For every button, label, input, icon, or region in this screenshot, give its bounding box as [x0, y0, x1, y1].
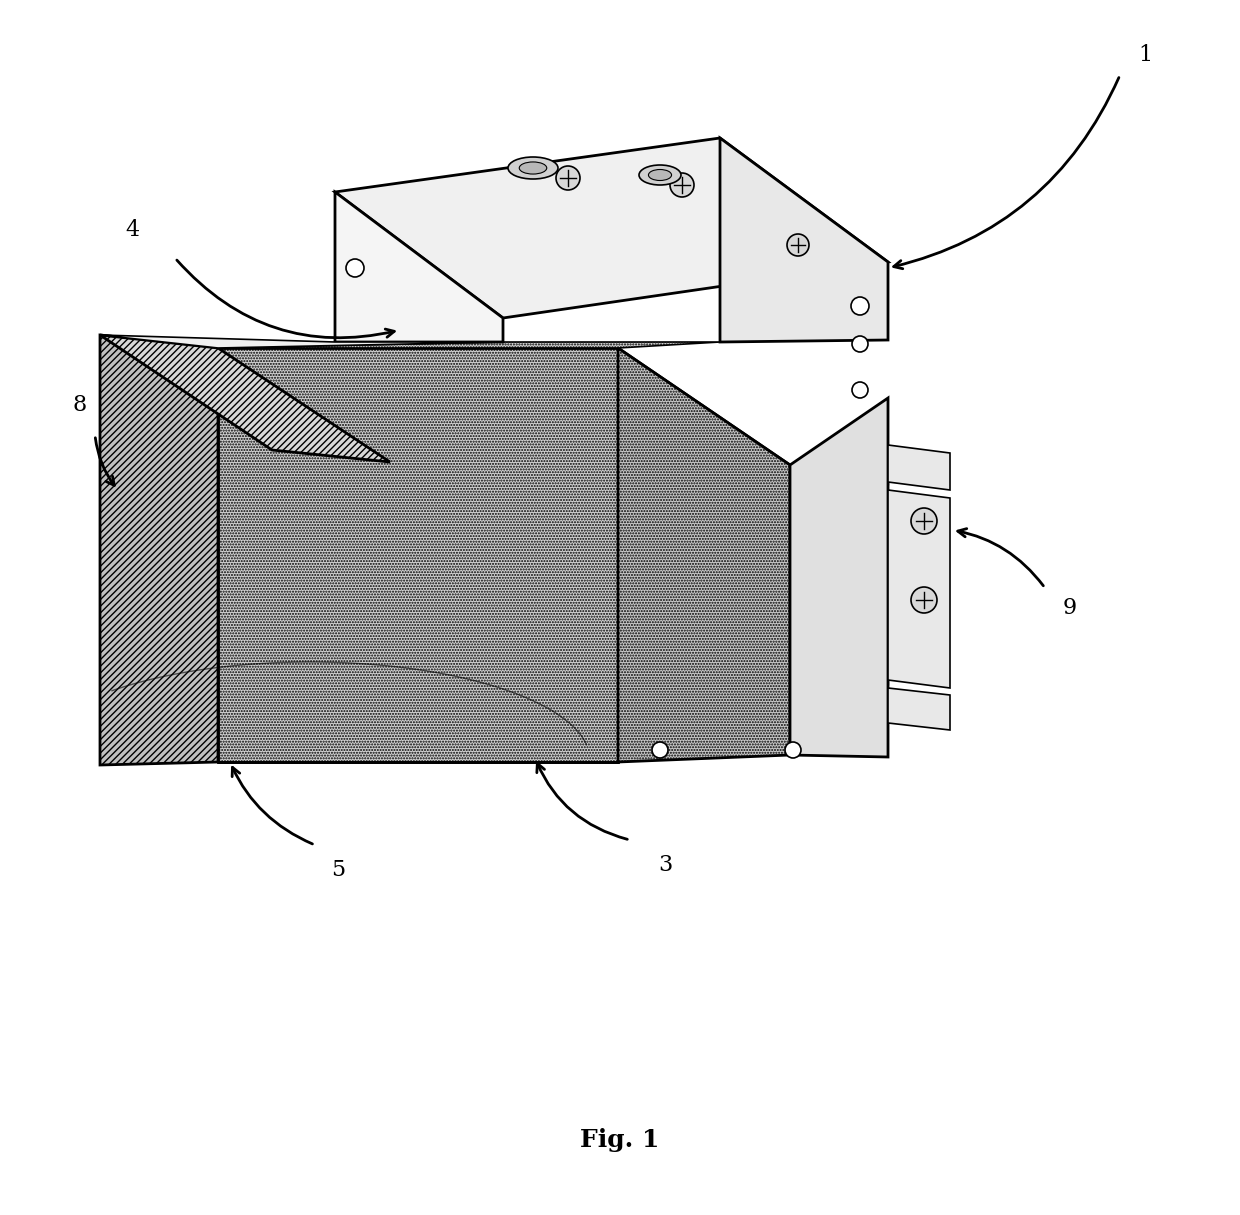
Polygon shape — [888, 445, 950, 490]
Circle shape — [556, 166, 580, 190]
Polygon shape — [218, 347, 618, 762]
Circle shape — [911, 587, 937, 614]
Polygon shape — [720, 139, 888, 341]
Polygon shape — [218, 341, 720, 347]
Circle shape — [787, 234, 808, 256]
Text: 5: 5 — [331, 859, 345, 881]
Text: Fig. 1: Fig. 1 — [580, 1128, 660, 1152]
Ellipse shape — [649, 170, 672, 181]
Text: 4: 4 — [125, 219, 139, 241]
Polygon shape — [218, 347, 790, 465]
Polygon shape — [335, 139, 888, 318]
Circle shape — [852, 337, 868, 352]
Ellipse shape — [520, 162, 547, 174]
Polygon shape — [888, 490, 950, 688]
Polygon shape — [100, 335, 391, 462]
Circle shape — [785, 742, 801, 758]
Circle shape — [670, 173, 694, 197]
Circle shape — [852, 382, 868, 399]
Ellipse shape — [639, 165, 681, 185]
Polygon shape — [335, 192, 503, 341]
Polygon shape — [618, 347, 790, 762]
Polygon shape — [888, 688, 950, 730]
Text: 9: 9 — [1063, 597, 1078, 618]
Circle shape — [652, 742, 668, 758]
Polygon shape — [790, 399, 888, 757]
Text: 3: 3 — [658, 854, 672, 876]
Ellipse shape — [508, 157, 558, 179]
Text: 1: 1 — [1138, 44, 1152, 66]
Circle shape — [851, 296, 869, 315]
Text: 8: 8 — [73, 394, 87, 416]
Polygon shape — [100, 335, 218, 765]
Circle shape — [911, 508, 937, 535]
Polygon shape — [100, 335, 503, 347]
Circle shape — [346, 259, 365, 277]
